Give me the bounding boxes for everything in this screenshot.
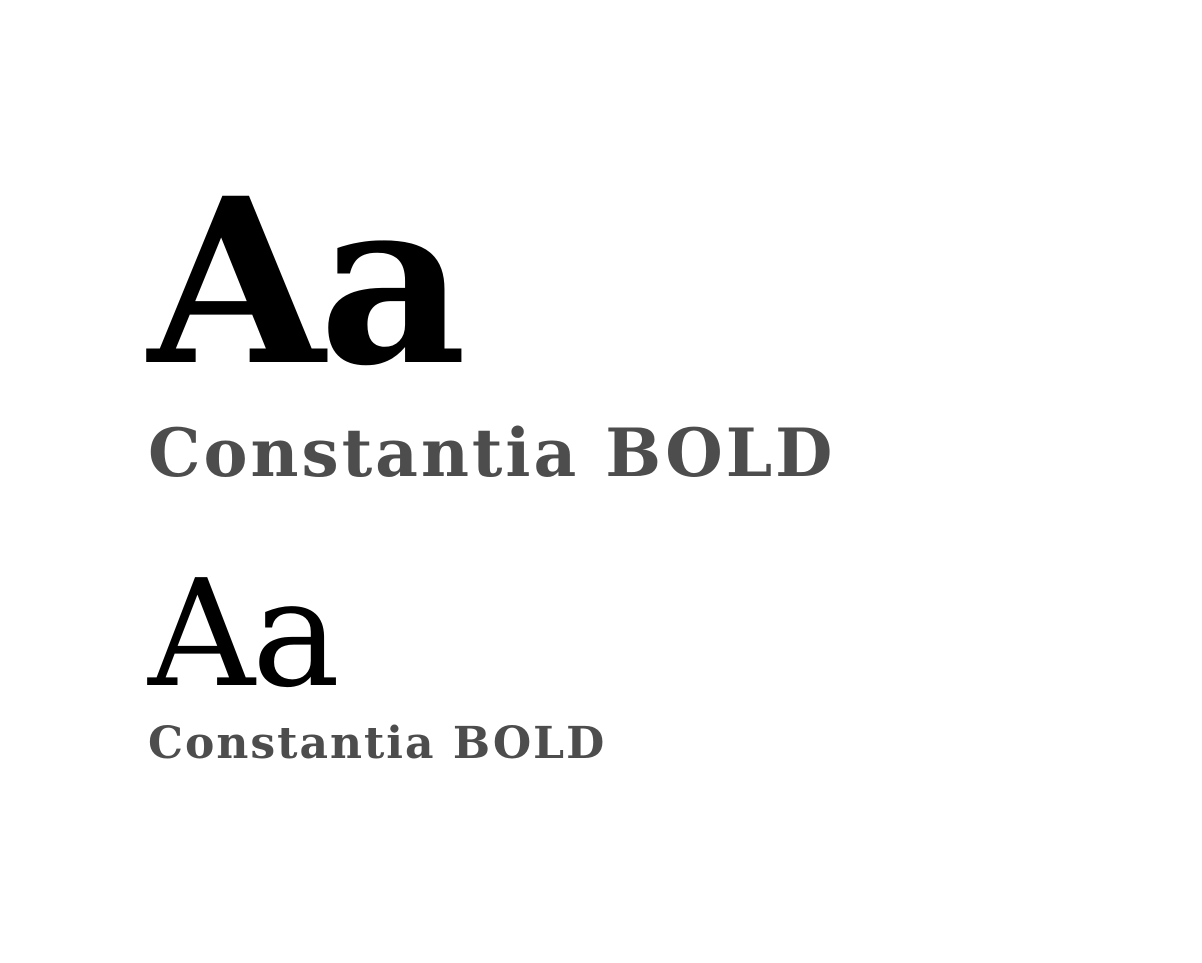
- specimen-large-label: Constantia BOLD: [148, 414, 836, 492]
- specimen-small-glyphs: Aa: [148, 548, 340, 720]
- specimen-large-glyphs: Aa: [148, 148, 467, 416]
- specimen-small-label: Constantia BOLD: [148, 718, 607, 769]
